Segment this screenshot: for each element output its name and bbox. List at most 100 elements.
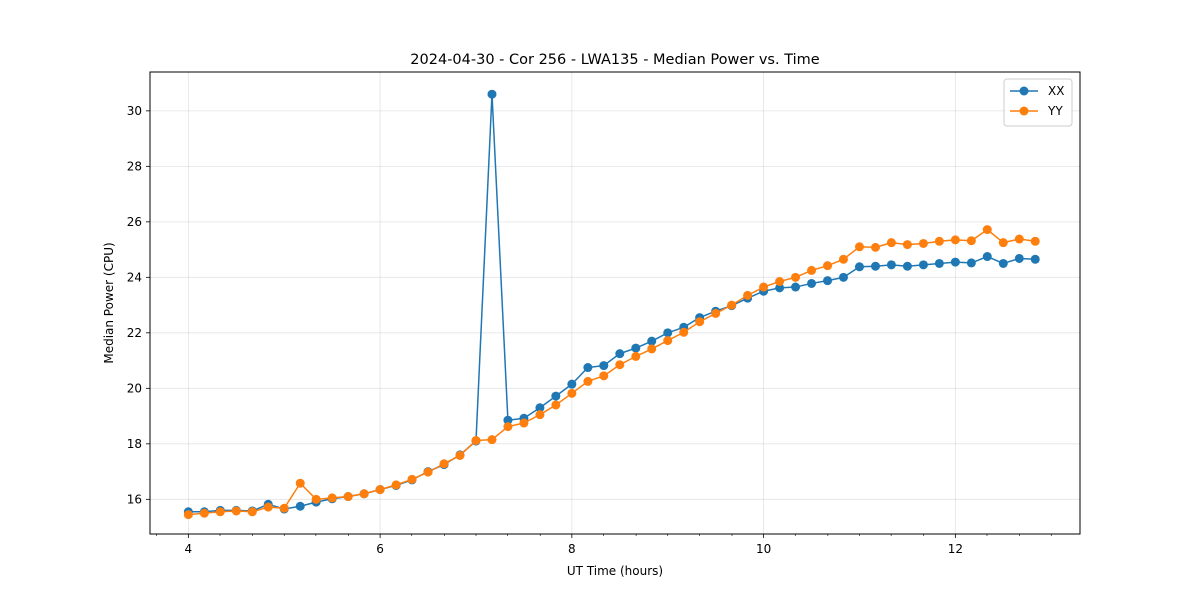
series-xx-point (871, 261, 880, 271)
y-axis-label: Median Power (CPU) (102, 242, 116, 363)
series-xx-point (807, 278, 817, 288)
series-yy-point (679, 327, 689, 337)
series-yy-point (423, 467, 433, 477)
series-yy-point (439, 459, 449, 469)
series-yy-point (950, 235, 960, 245)
legend-yy-label: YY (1047, 104, 1063, 118)
y-tick-label: 30 (127, 104, 142, 118)
series-yy-point (247, 507, 257, 517)
series-yy-point (183, 510, 193, 520)
legend: XX YY (1003, 78, 1073, 127)
series-yy-point (263, 502, 273, 512)
series-xx-point (551, 391, 561, 401)
series-yy-point (727, 300, 737, 310)
y-tick-label: 26 (127, 215, 142, 229)
series-yy-point (1030, 236, 1040, 246)
y-tick-label: 24 (127, 270, 142, 284)
series-xx-point (647, 336, 657, 346)
series-xx-point (1030, 254, 1040, 264)
series-xx-point (982, 252, 992, 262)
series-yy-point (407, 474, 417, 484)
legend-xx-label: XX (1048, 84, 1064, 98)
series-yy-point (391, 480, 401, 490)
series-xx-point (854, 262, 864, 272)
series-yy-point (871, 242, 880, 252)
series-yy-point (711, 308, 721, 318)
series-yy-point (519, 418, 529, 428)
series-yy-point (743, 290, 753, 300)
series-yy-point (503, 422, 513, 432)
series-xx-point (599, 361, 609, 371)
series-yy-point (759, 282, 769, 292)
series-yy-point (982, 225, 992, 235)
x-tick-label: 10 (756, 542, 771, 556)
grid-lines (150, 72, 1080, 534)
series-yy-point (567, 388, 577, 398)
series-yy-point (998, 238, 1008, 248)
series-yy-point (343, 492, 353, 502)
series-layer (183, 89, 1040, 520)
series-yy-point (551, 400, 561, 410)
series-yy-point (838, 254, 848, 264)
axis-ticks: 4 6 8 10 12 16 18 20 22 24 26 28 30 (127, 104, 1052, 556)
series-xx-point (503, 415, 513, 425)
series-yy-point (663, 336, 673, 346)
series-yy-point (854, 242, 864, 252)
series-xx-point (950, 257, 960, 267)
series-xx-point (663, 328, 673, 338)
series-xx-point (487, 89, 497, 99)
series-xx-point (567, 379, 577, 389)
series-xx-point (631, 343, 641, 353)
series-yy-point (934, 236, 944, 246)
series-yy-point (375, 485, 385, 495)
y-tick-label: 18 (127, 437, 142, 451)
series-yy-point (807, 265, 817, 275)
series-yy-point (615, 360, 625, 370)
series-yy-point (918, 238, 928, 248)
series-yy-point (823, 261, 833, 271)
series-xx-point (615, 349, 625, 359)
y-tick-label: 22 (127, 326, 142, 340)
legend-xx-marker (1019, 86, 1029, 96)
series-yy-point (886, 238, 896, 248)
series-yy-point (327, 493, 337, 503)
series-yy-point (311, 494, 321, 504)
series-xx-point (775, 283, 785, 293)
y-tick-label: 16 (127, 492, 142, 506)
series-xx-point (583, 363, 593, 373)
y-tick-label: 28 (127, 159, 142, 173)
series-yy-point (695, 317, 705, 327)
x-tick-label: 6 (376, 542, 384, 556)
series-yy-point (295, 478, 305, 488)
series-yy-point (471, 435, 481, 445)
series-yy-point (455, 450, 465, 460)
x-tick-label: 8 (568, 542, 576, 556)
series-yy-point (199, 508, 209, 518)
plot-frame (149, 71, 1081, 535)
series-xx-point (823, 276, 833, 286)
series-xx-point (791, 282, 801, 292)
series-xx-point (295, 501, 305, 511)
series-xx-point (934, 258, 944, 268)
series-yy-point (215, 507, 225, 517)
series-yy-point (631, 351, 641, 361)
series-yy-point (966, 236, 976, 246)
series-yy-point (647, 344, 657, 354)
series-yy-point (359, 489, 369, 499)
x-axis-label: UT Time (hours) (567, 564, 663, 578)
legend-yy-marker (1019, 106, 1029, 116)
series-xx-point (998, 258, 1008, 268)
series-xx-point (902, 261, 912, 271)
series-yy-point (231, 506, 241, 516)
y-tick-label: 20 (127, 381, 142, 395)
series-xx-point (918, 260, 928, 270)
x-tick-label: 12 (948, 542, 963, 556)
series-yy-point (599, 371, 609, 381)
series-yy-point (791, 272, 801, 282)
series-xx-point (966, 258, 976, 268)
series-yy-point (583, 376, 593, 386)
series-yy (183, 225, 1040, 520)
series-yy-point (902, 240, 912, 250)
